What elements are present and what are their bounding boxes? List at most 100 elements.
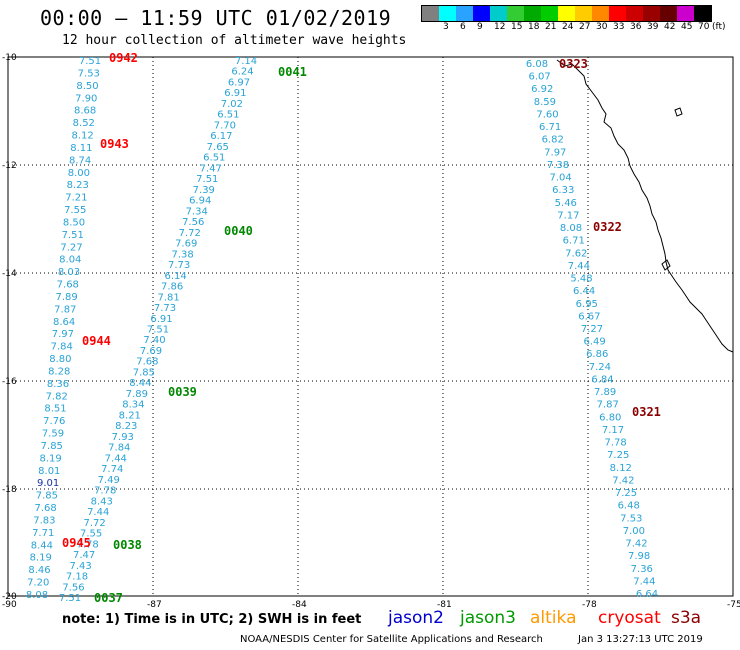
color-swatch (524, 6, 541, 21)
wave-height-value: 7.97 (544, 147, 566, 158)
wave-height-value: 7.85 (41, 441, 63, 452)
wave-height-value: 7.34 (186, 206, 208, 217)
wave-height-value: 7.74 (101, 464, 123, 475)
wave-height-value: 8.08 (26, 590, 48, 601)
wave-height-value: 7.82 (46, 391, 68, 402)
wave-height-value: 8.00 (68, 168, 90, 179)
wave-height-value: 7.55 (64, 205, 86, 216)
wave-height-value: 6.80 (599, 412, 621, 423)
generated-timestamp: Jan 3 13:27:13 UTC 2019 (578, 634, 703, 645)
color-swatch (609, 6, 626, 21)
wave-height-value: 7.68 (136, 357, 158, 368)
color-swatch (660, 6, 677, 21)
wave-height-value: 7.51 (59, 593, 81, 604)
wave-height-value: 7.39 (193, 185, 215, 196)
color-swatch (694, 6, 711, 21)
legend-jason2: jason2 (388, 608, 444, 628)
wave-height-value: 8.36 (47, 379, 69, 390)
color-scale-label: 45 (681, 22, 693, 32)
pass-time-label: 0943 (100, 137, 129, 151)
color-scale-label: 3 (443, 22, 449, 32)
pass-time-label: 0041 (278, 65, 307, 79)
map-border (7, 56, 734, 597)
units-note: note: 1) Time is in UTC; 2) SWH is in fe… (62, 612, 362, 627)
color-scale-label: 33 (613, 22, 625, 32)
wave-height-value: 8.19 (39, 453, 61, 464)
color-swatch (677, 6, 694, 21)
wave-height-value: 6.91 (150, 314, 172, 325)
wave-height-value: 6.48 (618, 501, 640, 512)
wave-height-value: 7.69 (175, 239, 197, 250)
legend-jason3: jason3 (460, 608, 516, 628)
wave-height-value: 7.18 (66, 572, 88, 583)
wave-height-value: 8.04 (59, 255, 81, 266)
wave-height-value: 6.49 (583, 337, 605, 348)
wave-height-value: 8.21 (119, 410, 141, 421)
color-scale-label: 6 (460, 22, 466, 32)
color-swatch (456, 6, 473, 21)
wave-height-value: 7.73 (154, 303, 176, 314)
wave-height-value: 7.56 (182, 217, 204, 228)
wave-height-value: 8.19 (30, 553, 52, 564)
color-swatch (541, 6, 558, 21)
wave-height-value: 6.95 (576, 299, 598, 310)
wave-height-value: 7.93 (112, 432, 134, 443)
wave-height-value: 9.01 (37, 478, 59, 489)
wave-height-value: 8.01 (38, 466, 60, 477)
wave-height-value: 7.25 (615, 488, 637, 499)
wave-height-value: 7.02 (221, 99, 243, 110)
wave-height-value: 7.73 (168, 260, 190, 271)
wave-height-value: 7.68 (34, 503, 56, 514)
color-swatch (422, 6, 439, 21)
page-subtitle: 12 hour collection of altimeter wave hei… (62, 33, 407, 48)
wave-height-value: 6.24 (231, 67, 253, 78)
wave-height-value: 7.42 (612, 475, 634, 486)
wave-height-value: 7.85 (133, 368, 155, 379)
wave-height-value: 7.83 (33, 516, 55, 527)
lat-label: -14 (2, 269, 17, 279)
legend-cryosat: cryosat (598, 608, 661, 628)
color-swatch (643, 6, 660, 21)
wave-height-value: 7.49 (98, 475, 120, 486)
legend-s3a: s3a (671, 608, 702, 628)
pass-time-label: 0039 (168, 385, 197, 399)
wave-height-value: 6.71 (563, 236, 585, 247)
color-scale-label: 42 (664, 22, 676, 32)
wave-height-value: 6.14 (164, 271, 186, 282)
wave-height-value: 6.86 (586, 349, 608, 360)
wave-height-value: 6.33 (552, 185, 574, 196)
track-middle: 7.146.246.976.917.026.517.706.177.656.51… (59, 56, 257, 604)
wave-height-value: 8.80 (49, 354, 71, 365)
lat-label: -10 (2, 53, 17, 63)
wave-height-value: 8.50 (76, 81, 98, 92)
wave-height-value: 8.12 (610, 463, 632, 474)
wave-height-value: 7.44 (87, 507, 109, 518)
color-scale-label: 30 (596, 22, 608, 32)
color-swatch (558, 6, 575, 21)
wave-height-value: 7.76 (43, 416, 65, 427)
wave-height-value: 7.84 (108, 443, 130, 454)
wave-height-value: 7.65 (207, 142, 229, 153)
wave-height-value: 7.51 (147, 325, 169, 336)
axis-labels: -10 -12 -14 -16 -18 -20-90 -87 -84 -81 -78 -75 (2, 53, 740, 610)
page-title: 00:00 – 11:59 UTC 01/02/2019 (40, 6, 392, 30)
track-right: 6.086.076.928.597.606.716.827.977.387.04… (526, 59, 658, 600)
wave-height-value: 6.84 (591, 375, 613, 386)
wave-height-value: 7.21 (65, 193, 87, 204)
island-small (661, 259, 671, 271)
wave-height-value: 6.91 (224, 88, 246, 99)
wave-height-value: 6.08 (526, 59, 548, 70)
wave-height-value: 7.68 (57, 280, 79, 291)
color-scale-label: 39 (647, 22, 659, 32)
wave-height-value: 8.34 (122, 400, 144, 411)
color-swatch (473, 6, 490, 21)
wave-height-value: 7.87 (54, 304, 76, 315)
wave-height-value: 7.98 (628, 551, 650, 562)
wave-height-value: 8.23 (115, 421, 137, 432)
wave-height-value: 7.69 (140, 346, 162, 357)
color-swatch (507, 6, 524, 21)
wave-height-value: 6.67 (578, 311, 600, 322)
lat-label: -20 (2, 592, 17, 602)
color-scale-label: 24 (562, 22, 574, 32)
